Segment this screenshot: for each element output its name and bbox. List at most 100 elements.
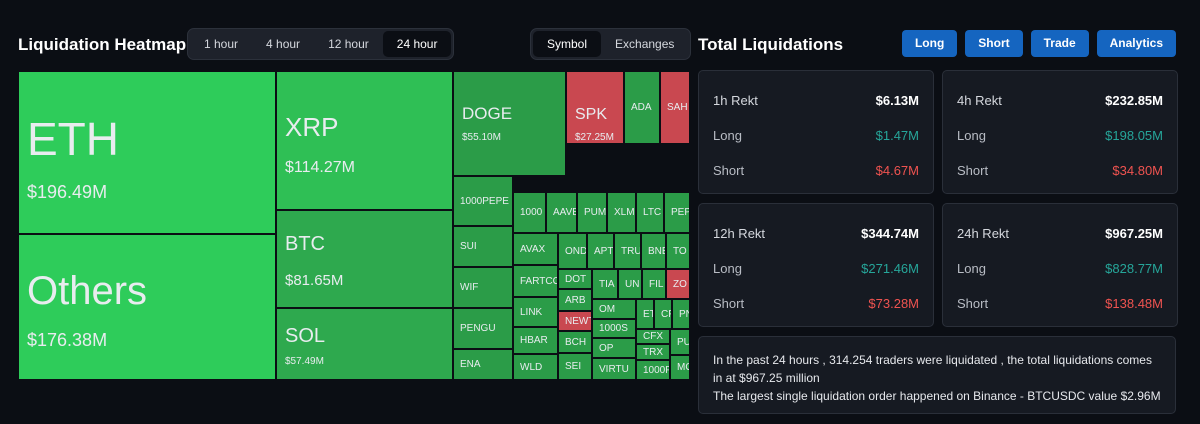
heatmap-cell-sui[interactable]: SUI (453, 226, 513, 267)
heatmap-cell-sol[interactable]: SOL $57.49M (276, 308, 453, 380)
heatmap-cell-zo[interactable]: ZO (666, 269, 690, 299)
heatmap-cell-aave[interactable]: AAVE (546, 192, 577, 233)
card-total: $232.85M (1105, 93, 1163, 108)
short-button[interactable]: Short (965, 30, 1023, 57)
view-selector: Symbol Exchanges (530, 28, 692, 60)
long-label: Long (957, 261, 986, 276)
long-button[interactable]: Long (901, 30, 958, 57)
short-label: Short (713, 163, 745, 178)
heatmap-cell-xlm[interactable]: XLM (607, 192, 636, 233)
heatmap-cell-symbol: ENA (460, 359, 481, 370)
view-option-exchanges[interactable]: Exchanges (615, 37, 675, 51)
heatmap-cell-hbar[interactable]: HBAR (513, 327, 558, 354)
heatmap-cell-newt[interactable]: NEWT (558, 311, 592, 331)
heatmap-cell-bne[interactable]: BNE (641, 233, 666, 269)
heatmap-cell-symbol: 1000F (643, 364, 670, 376)
time-option-1h[interactable]: 1 hour (204, 37, 239, 51)
heatmap-cell-ada[interactable]: ADA (624, 71, 660, 144)
heatmap-cell-avax[interactable]: AVAX (513, 233, 558, 265)
card-total: $344.74M (861, 226, 919, 241)
heatmap-cell-symbol: TO (673, 245, 687, 257)
heatmap-cell-wif[interactable]: WIF (453, 267, 513, 308)
heatmap-cell-1000pepe[interactable]: 1000PEPE (453, 176, 513, 226)
short-value: $34.80M (1112, 163, 1163, 178)
heatmap-cell-1000f[interactable]: 1000F (636, 360, 670, 380)
heatmap-cell-symbol: ARB (565, 294, 586, 306)
trade-button[interactable]: Trade (1030, 30, 1089, 57)
analytics-button[interactable]: Analytics (1096, 30, 1176, 57)
time-option-12h[interactable]: 12 hour (328, 37, 369, 51)
short-value: $4.67M (875, 163, 919, 178)
heatmap-cell-sah[interactable]: SAH (660, 71, 690, 144)
heatmap-cell-fil[interactable]: FIL (642, 269, 666, 299)
heatmap-cell-tia[interactable]: TIA (592, 269, 618, 299)
heatmap-cell-virtu[interactable]: VIRTU (592, 358, 636, 380)
heatmap-cell-ena[interactable]: ENA (453, 349, 513, 380)
heatmap-cell-symbol: PUM (584, 207, 607, 218)
heatmap-cell-un[interactable]: UN (618, 269, 642, 299)
heatmap-cell-eth[interactable]: ETH $196.49M (18, 71, 276, 234)
heatmap-cell-ond[interactable]: OND (558, 233, 587, 269)
long-label: Long (713, 128, 742, 143)
heatmap-cell-pengu[interactable]: PENGU (453, 308, 513, 349)
heatmap-cell-1000[interactable]: 1000 (513, 192, 546, 233)
heatmap-cell-wld[interactable]: WLD (513, 354, 558, 380)
heatmap-cell-symbol: ET (643, 308, 653, 320)
heatmap-cell-symbol: TIA (599, 278, 615, 290)
heatmap-cell-symbol: LTC (643, 207, 662, 218)
heatmap-cell-et[interactable]: ET (636, 299, 654, 329)
time-option-4h[interactable]: 4 hour (266, 37, 301, 51)
heatmap-cell-dot[interactable]: DOT (558, 269, 592, 289)
heatmap-cell-symbol: PEP (671, 207, 690, 218)
heatmap-cell-doge[interactable]: DOGE $55.10M (453, 71, 566, 176)
heatmap-cell-symbol: FARTCO (520, 275, 558, 287)
heatmap-cell-link[interactable]: LINK (513, 297, 558, 327)
liquidation-heatmap: ETH $196.49M Others $176.38M XRP $114.27M BTC $… (18, 71, 690, 380)
heatmap-cell-pn[interactable]: PN (672, 299, 690, 329)
heatmap-cell-symbol: 1000 (520, 207, 543, 218)
card-total: $6.13M (875, 93, 919, 108)
heatmap-cell-symbol: SEI (565, 361, 582, 372)
heatmap-cell-trx[interactable]: TRX (636, 344, 670, 360)
heatmap-cell-xrp[interactable]: XRP $114.27M (276, 71, 453, 210)
rekt-card-12h: 12h Rekt $344.74M Long $271.46M Short $73.2… (698, 203, 934, 327)
heatmap-cell-symbol: ETH (27, 113, 119, 165)
heatmap-cell-sei[interactable]: SEI (558, 353, 592, 380)
rekt-card-4h: 4h Rekt $232.85M Long $198.05M Short $34.80… (942, 70, 1178, 194)
heatmap-cell-symbol: SAH (667, 102, 688, 113)
heatmap-cell-others[interactable]: Others $176.38M (18, 234, 276, 380)
heatmap-cell-apt[interactable]: APT (587, 233, 614, 269)
heatmap-cell-symbol: HBAR (520, 335, 548, 346)
heatmap-cell-tru[interactable]: TRU (614, 233, 641, 269)
heatmap-cell-symbol: DOGE (462, 104, 513, 123)
heatmap-cell-pum[interactable]: PUM (577, 192, 607, 233)
card-label: 12h Rekt (713, 226, 766, 241)
heatmap-cell-arb[interactable]: ARB (558, 289, 592, 311)
heatmap-cell-ltc[interactable]: LTC (636, 192, 664, 233)
heatmap-cell-value: $196.49M (27, 182, 108, 202)
heatmap-cell-op[interactable]: OP (592, 338, 636, 358)
time-option-24h[interactable]: 24 hour (382, 31, 452, 57)
heatmap-cell-pu[interactable]: PU (670, 329, 690, 355)
heatmap-cell-to[interactable]: TO (666, 233, 690, 269)
heatmap-cell-symbol: OP (599, 342, 614, 354)
rekt-card-24h: 24h Rekt $967.25M Long $828.77M Short $138.… (942, 203, 1178, 327)
heatmap-cell-spk[interactable]: SPK $27.25M (566, 71, 624, 144)
view-option-symbol[interactable]: Symbol (533, 31, 602, 57)
long-value: $828.77M (1105, 261, 1163, 276)
heatmap-cell-1000s[interactable]: 1000S (592, 319, 636, 338)
heatmap-cell-cfx[interactable]: CFX (636, 329, 670, 344)
card-total: $967.25M (1105, 226, 1163, 241)
heatmap-cell-symbol: BCH (565, 336, 587, 348)
heatmap-cell-om[interactable]: OM (592, 299, 636, 319)
heatmap-cell-value: $114.27M (285, 159, 355, 176)
heatmap-cell-btc[interactable]: BTC $81.65M (276, 210, 453, 308)
heatmap-cell-symbol: FIL (649, 278, 664, 290)
heatmap-cell-symbol: CFX (643, 331, 663, 342)
heatmap-cell-fartco[interactable]: FARTCO (513, 265, 558, 297)
heatmap-cell-bch[interactable]: BCH (558, 331, 592, 353)
heatmap-cell-cf[interactable]: CF (654, 299, 672, 329)
heatmap-cell-mo[interactable]: MO (670, 355, 690, 380)
heatmap-cell-pep[interactable]: PEP (664, 192, 690, 233)
short-label: Short (957, 163, 989, 178)
